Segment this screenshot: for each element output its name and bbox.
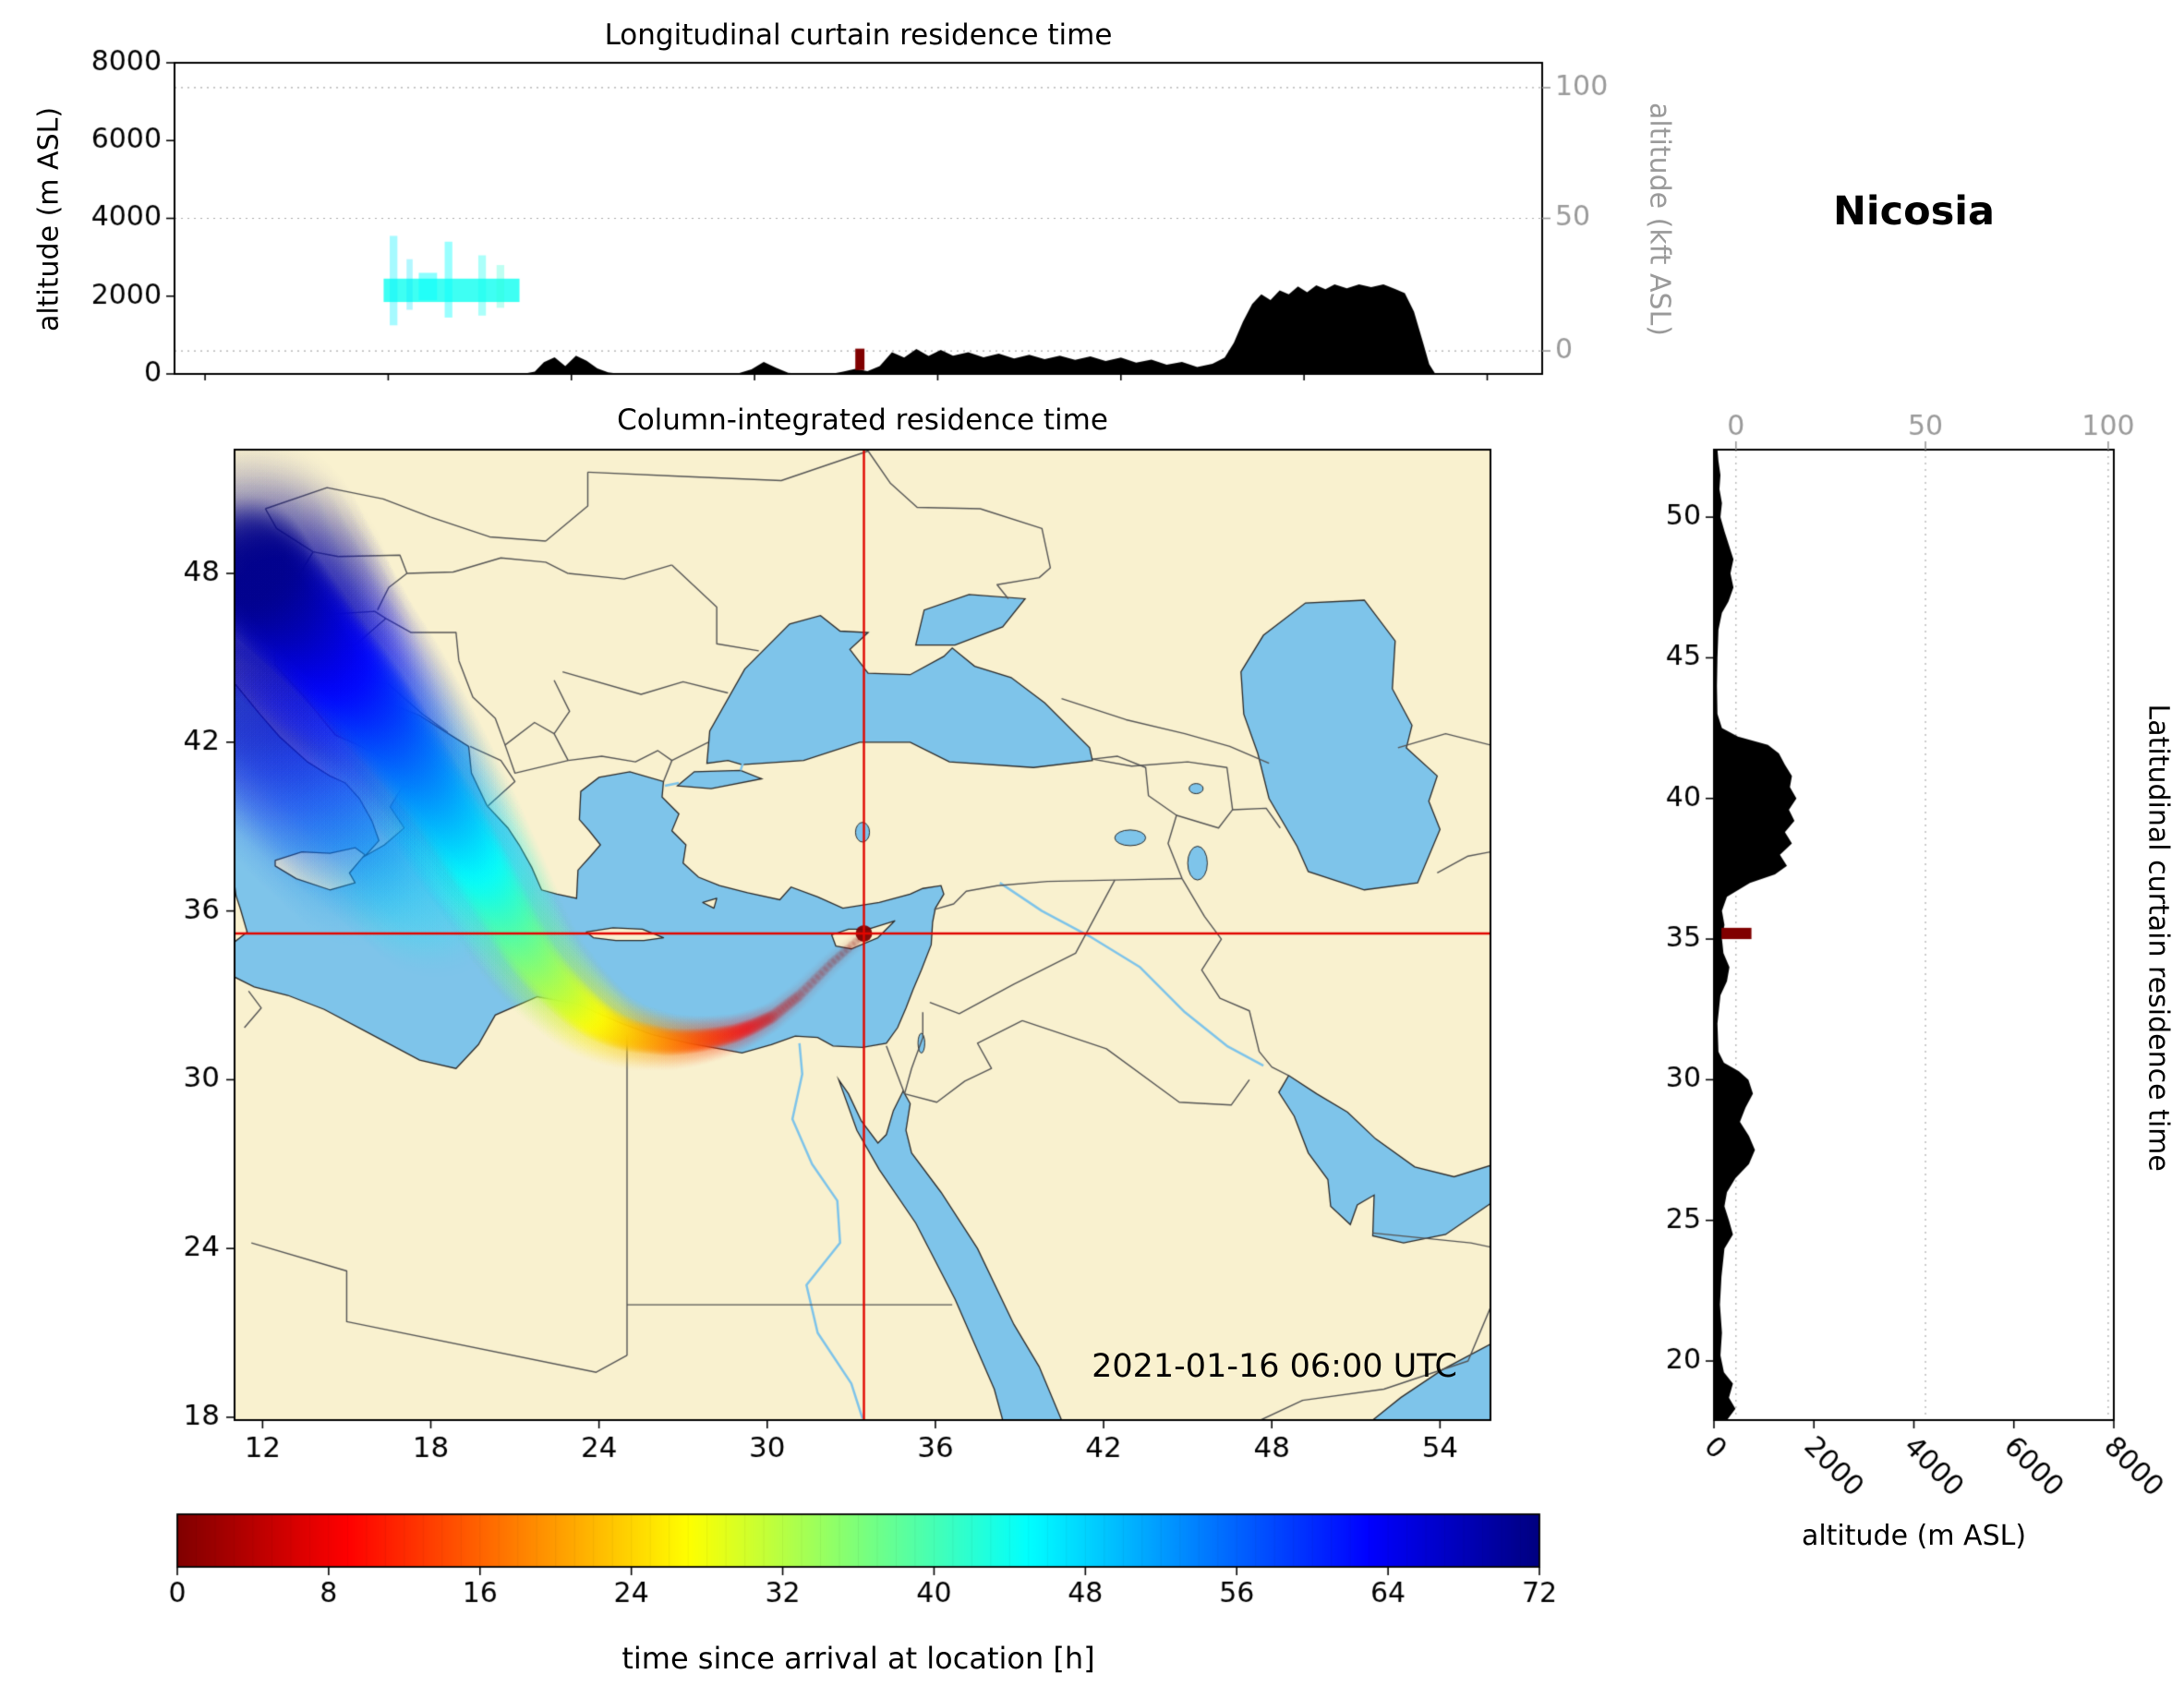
map-title: Column-integrated residence time [617,403,1108,437]
longitudinal-curtain-title: Longitudinal curtain residence time [604,18,1113,52]
timestamp-label: 2021-01-16 06:00 UTC [1092,1348,1457,1385]
altitude-kft-axis-label: altitude (kft ASL) [1643,102,1676,337]
latitudinal-curtain-label: Latitudinal curtain residence time [2142,704,2175,1172]
station-name: Nicosia [1832,188,1996,235]
colorbar-label: time since arrival at location [h] [621,1641,1095,1676]
altitude-m-axis-label: altitude (m ASL) [32,106,66,332]
altitude-m-axis-label-bottom: altitude (m ASL) [1801,1520,2027,1552]
